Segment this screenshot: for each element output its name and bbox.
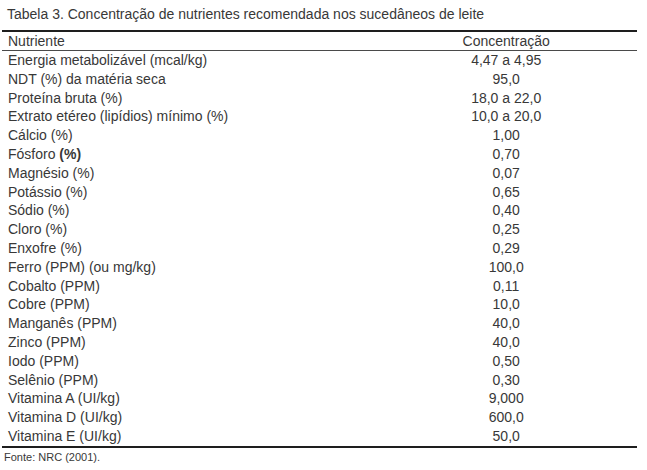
nutrient-cell: Iodo (PPM): [2, 352, 375, 371]
table-row: Cálcio (%)1,00: [2, 126, 637, 145]
table-row: Proteína bruta (%)18,0 a 22,0: [2, 89, 637, 108]
concentration-cell: 40,0: [375, 333, 637, 352]
concentration-cell: 50,0: [375, 427, 637, 447]
concentration-cell: 600,0: [375, 408, 637, 427]
concentration-cell: 4,47 a 4,95: [375, 51, 637, 70]
nutrient-cell: Cloro (%): [2, 220, 375, 239]
nutrient-cell: Sódio (%): [2, 201, 375, 220]
table-row: Vitamina E (UI/kg)50,0: [2, 427, 637, 447]
nutrient-cell: Enxofre (%): [2, 239, 375, 258]
concentration-cell: 0,70: [375, 145, 637, 164]
table-row: Manganês (PPM)40,0: [2, 314, 637, 333]
nutrient-cell: Energia metabolizável (mcal/kg): [2, 51, 375, 70]
concentration-cell: 0,25: [375, 220, 637, 239]
nutrient-cell: Extrato etéreo (lipídios) mínimo (%): [2, 107, 375, 126]
concentration-cell: 0,65: [375, 183, 637, 202]
nutrient-cell: Potássio (%): [2, 183, 375, 202]
table-row: Fósforo (%)0,70: [2, 145, 637, 164]
nutrient-cell: Zinco (PPM): [2, 333, 375, 352]
table-row: Magnésio (%)0,07: [2, 164, 637, 183]
concentration-cell: 1,00: [375, 126, 637, 145]
concentration-cell: 0,50: [375, 352, 637, 371]
table-row: Vitamina A (UI/kg)9,000: [2, 389, 637, 408]
concentration-cell: 10,0 a 20,0: [375, 107, 637, 126]
nutrient-cell: Selênio (PPM): [2, 371, 375, 390]
concentration-cell: 0,11: [375, 277, 637, 296]
table-row: Zinco (PPM)40,0: [2, 333, 637, 352]
nutrient-table: Nutriente Concentração Energia metaboliz…: [2, 30, 637, 448]
concentration-cell: 0,07: [375, 164, 637, 183]
table-header: Nutriente Concentração: [2, 31, 637, 51]
concentration-cell: 18,0 a 22,0: [375, 89, 637, 108]
table-row: Enxofre (%)0,29: [2, 239, 637, 258]
table-row: Vitamina D (UI/kg)600,0: [2, 408, 637, 427]
concentration-cell: 95,0: [375, 70, 637, 89]
concentration-cell: 0,40: [375, 201, 637, 220]
nutrient-cell: NDT (%) da matéria seca: [2, 70, 375, 89]
table-row: Cloro (%)0,25: [2, 220, 637, 239]
column-header-nutrient: Nutriente: [2, 31, 375, 51]
nutrient-cell: Cobre (PPM): [2, 295, 375, 314]
table-row: Cobre (PPM)10,0: [2, 295, 637, 314]
table-row: Cobalto (PPM)0,11: [2, 277, 637, 296]
table-caption: Tabela 3. Concentração de nutrientes rec…: [7, 6, 637, 23]
source-note: Fonte: NRC (2001).: [4, 451, 637, 464]
table-row: Sódio (%)0,40: [2, 201, 637, 220]
concentration-cell: 40,0: [375, 314, 637, 333]
table-body: Energia metabolizável (mcal/kg)4,47 a 4,…: [2, 51, 637, 447]
concentration-cell: 0,30: [375, 371, 637, 390]
nutrient-cell: Vitamina A (UI/kg): [2, 389, 375, 408]
table-row: Selênio (PPM)0,30: [2, 371, 637, 390]
nutrient-cell: Manganês (PPM): [2, 314, 375, 333]
table-row: NDT (%) da matéria seca95,0: [2, 70, 637, 89]
nutrient-cell: Magnésio (%): [2, 164, 375, 183]
header-row: Nutriente Concentração: [2, 31, 637, 51]
table-row: Extrato etéreo (lipídios) mínimo (%)10,0…: [2, 107, 637, 126]
concentration-cell: 100,0: [375, 258, 637, 277]
nutrient-cell: Cobalto (PPM): [2, 277, 375, 296]
table-row: Energia metabolizável (mcal/kg)4,47 a 4,…: [2, 51, 637, 70]
concentration-cell: 0,29: [375, 239, 637, 258]
table-row: Potássio (%)0,65: [2, 183, 637, 202]
table-row: Ferro (PPM) (ou mg/kg)100,0: [2, 258, 637, 277]
nutrient-cell: Proteína bruta (%): [2, 89, 375, 108]
nutrient-cell: Cálcio (%): [2, 126, 375, 145]
concentration-cell: 9,000: [375, 389, 637, 408]
nutrient-cell: Vitamina E (UI/kg): [2, 427, 375, 447]
column-header-concentration: Concentração: [375, 31, 637, 51]
nutrient-cell: Fósforo (%): [2, 145, 375, 164]
concentration-cell: 10,0: [375, 295, 637, 314]
table-figure: Tabela 3. Concentração de nutrientes rec…: [0, 0, 647, 464]
nutrient-cell: Vitamina D (UI/kg): [2, 408, 375, 427]
table-row: Iodo (PPM)0,50: [2, 352, 637, 371]
nutrient-cell: Ferro (PPM) (ou mg/kg): [2, 258, 375, 277]
